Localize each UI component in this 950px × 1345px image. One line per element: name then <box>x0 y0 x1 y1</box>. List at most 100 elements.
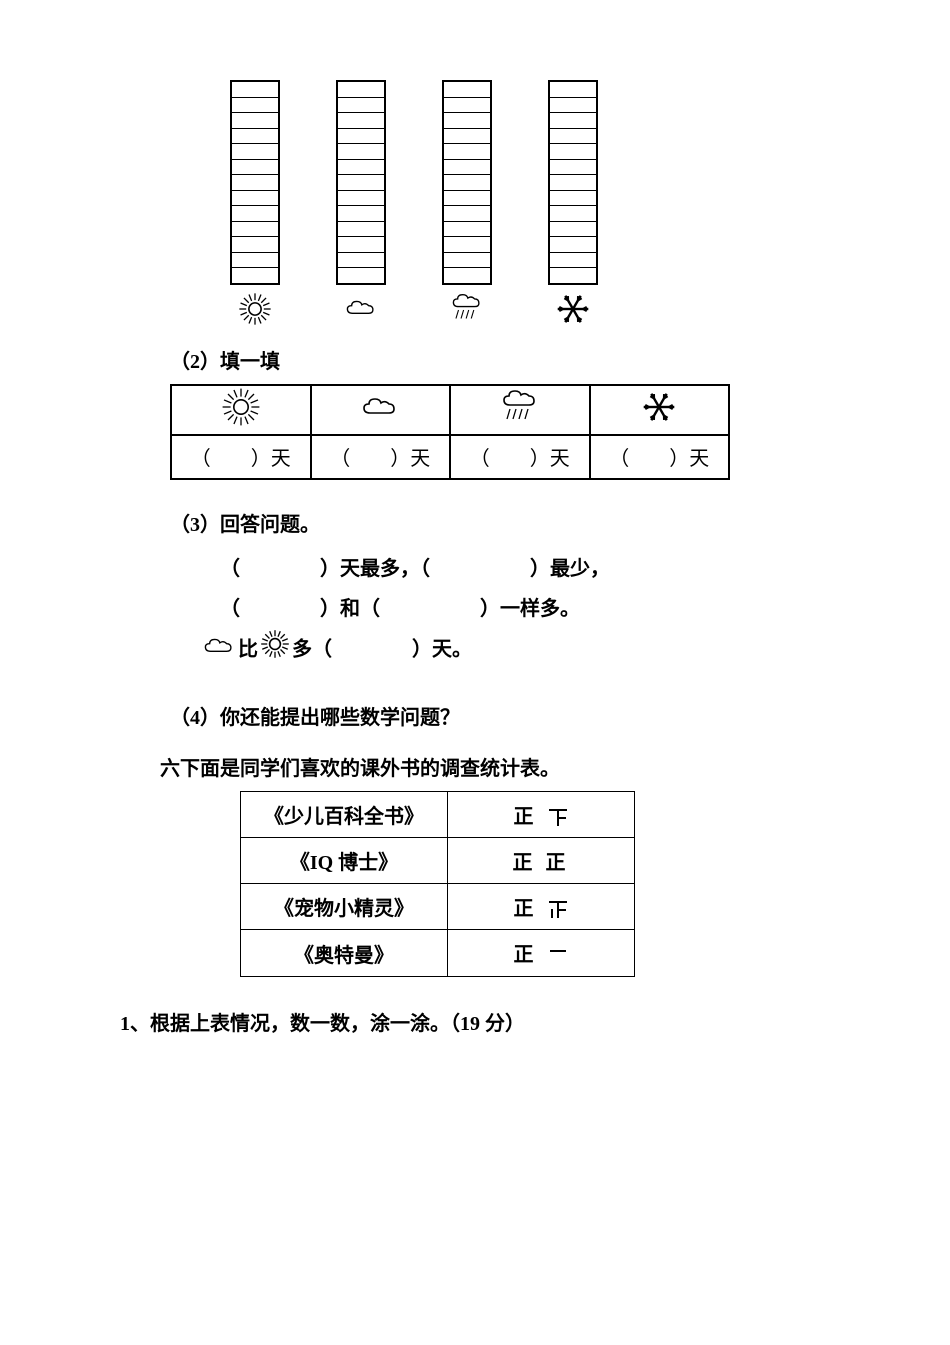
bar-cell[interactable] <box>550 190 596 206</box>
bar-cell[interactable] <box>232 97 278 113</box>
book-name-cell: 《少儿百科全书》 <box>241 791 448 837</box>
bar-stack <box>230 80 280 285</box>
bar-cell[interactable] <box>232 252 278 268</box>
bar-cell[interactable] <box>232 159 278 175</box>
table-row: 《IQ 博士》正 正 <box>241 837 635 883</box>
bar-cell[interactable] <box>550 112 596 128</box>
fill-cell-icon <box>590 385 730 435</box>
tally-tbody: 《少儿百科全书》正 《IQ 博士》正 正《宠物小精灵》正 《奥特曼》正 <box>241 791 635 976</box>
bar-cell[interactable] <box>338 128 384 144</box>
book-name-cell: 《宠物小精灵》 <box>241 883 448 929</box>
bar-cell[interactable] <box>338 221 384 237</box>
bar-column <box>442 80 492 327</box>
bar-cell[interactable] <box>444 267 490 283</box>
bar-cell[interactable] <box>338 82 384 97</box>
bar-cell[interactable] <box>338 252 384 268</box>
question-line[interactable]: （ ）天最多，（ ）最少， <box>220 549 820 589</box>
bar-cell[interactable] <box>232 236 278 252</box>
bar-cell[interactable] <box>338 143 384 159</box>
bar-cell[interactable] <box>550 236 596 252</box>
fill-in-table: （ ）天 （ ）天 （ ）天 （ ）天 <box>170 384 730 480</box>
table-row: 《少儿百科全书》正 <box>241 791 635 837</box>
bar-cell[interactable] <box>232 112 278 128</box>
bar-cell[interactable] <box>232 190 278 206</box>
bar-cell[interactable] <box>444 252 490 268</box>
tally-cell: 正 正 <box>448 837 635 883</box>
question-block: （ ）天最多，（ ）最少， （ ）和（ ）一样多。 比 多（ ）天。 <box>220 549 820 673</box>
bar-cell[interactable] <box>444 159 490 175</box>
bar-cell[interactable] <box>550 143 596 159</box>
bar-cell[interactable] <box>338 112 384 128</box>
bar-cell[interactable] <box>444 236 490 252</box>
bar-cell[interactable] <box>232 128 278 144</box>
bar-cell[interactable] <box>550 159 596 175</box>
fill-cell-icon <box>311 385 451 435</box>
tally-cell: 正 <box>448 930 635 976</box>
section-3-label: （3）回答问题。 <box>170 508 820 537</box>
tally-table: 《少儿百科全书》正 《IQ 博士》正 正《宠物小精灵》正 《奥特曼》正 <box>240 791 635 977</box>
book-name-cell: 《奥特曼》 <box>241 930 448 976</box>
fill-cell-blank[interactable]: （ ）天 <box>171 435 311 479</box>
bar-cell[interactable] <box>444 128 490 144</box>
bar-cell[interactable] <box>444 205 490 221</box>
content-area: （2）填一填 （ ）天 （ ）天 （ ）天 （ ）天 （3）回答问题。 （ ）天… <box>120 80 820 1036</box>
fill-cell-icon <box>171 385 311 435</box>
question-line[interactable]: （ ）和（ ）一样多。 <box>220 589 820 629</box>
bar-cell[interactable] <box>338 267 384 283</box>
fill-cell-blank[interactable]: （ ）天 <box>590 435 730 479</box>
worksheet-page: （2）填一填 （ ）天 （ ）天 （ ）天 （ ）天 （3）回答问题。 （ ）天… <box>0 0 950 1345</box>
bar-column <box>230 80 280 327</box>
bar-cell[interactable] <box>550 221 596 237</box>
table-row: 《宠物小精灵》正 <box>241 883 635 929</box>
text: 多（ ）天。 <box>292 638 472 660</box>
bar-cell[interactable] <box>444 112 490 128</box>
section-4-label: （4）你还能提出哪些数学问题？ <box>170 701 820 730</box>
bar-cell[interactable] <box>550 205 596 221</box>
rain-icon <box>450 291 484 327</box>
bar-cell[interactable] <box>444 82 490 97</box>
cloud-icon <box>344 291 378 327</box>
bar-cell[interactable] <box>232 221 278 237</box>
bar-cell[interactable] <box>232 143 278 159</box>
sun-icon <box>238 291 272 327</box>
bar-cell[interactable] <box>444 174 490 190</box>
bar-cell[interactable] <box>232 267 278 283</box>
bar-cell[interactable] <box>338 159 384 175</box>
bar-cell[interactable] <box>232 82 278 97</box>
section-6-heading: 六下面是同学们喜欢的课外书的调查统计表。 <box>160 752 820 781</box>
question-line[interactable]: 比 多（ ）天。 <box>200 629 820 673</box>
cloud-icon <box>202 631 236 671</box>
tally-cell: 正 <box>448 883 635 929</box>
bar-stack <box>336 80 386 285</box>
bar-cell[interactable] <box>444 221 490 237</box>
bar-cell[interactable] <box>550 174 596 190</box>
bar-chart-row <box>230 80 820 327</box>
bar-cell[interactable] <box>550 97 596 113</box>
bar-cell[interactable] <box>338 205 384 221</box>
tally-cell: 正 <box>448 791 635 837</box>
bar-stack <box>548 80 598 285</box>
fill-cell-blank[interactable]: （ ）天 <box>311 435 451 479</box>
fill-cell-icon <box>450 385 590 435</box>
text: 比 <box>238 638 258 660</box>
section-2-label: （2）填一填 <box>170 345 820 374</box>
bar-column <box>548 80 598 327</box>
sun-icon <box>260 629 290 673</box>
bar-cell[interactable] <box>550 252 596 268</box>
bar-cell[interactable] <box>338 236 384 252</box>
bar-cell[interactable] <box>444 190 490 206</box>
fill-cell-blank[interactable]: （ ）天 <box>450 435 590 479</box>
bar-cell[interactable] <box>444 97 490 113</box>
bar-cell[interactable] <box>338 190 384 206</box>
bar-cell[interactable] <box>338 174 384 190</box>
bar-cell[interactable] <box>232 205 278 221</box>
bar-cell[interactable] <box>444 143 490 159</box>
bar-cell[interactable] <box>232 174 278 190</box>
question-1-label: 1、根据上表情况，数一数，涂一涂。（19 分） <box>120 1007 820 1036</box>
bar-stack <box>442 80 492 285</box>
bar-cell[interactable] <box>550 82 596 97</box>
bar-cell[interactable] <box>338 97 384 113</box>
bar-cell[interactable] <box>550 267 596 283</box>
bar-column <box>336 80 386 327</box>
bar-cell[interactable] <box>550 128 596 144</box>
